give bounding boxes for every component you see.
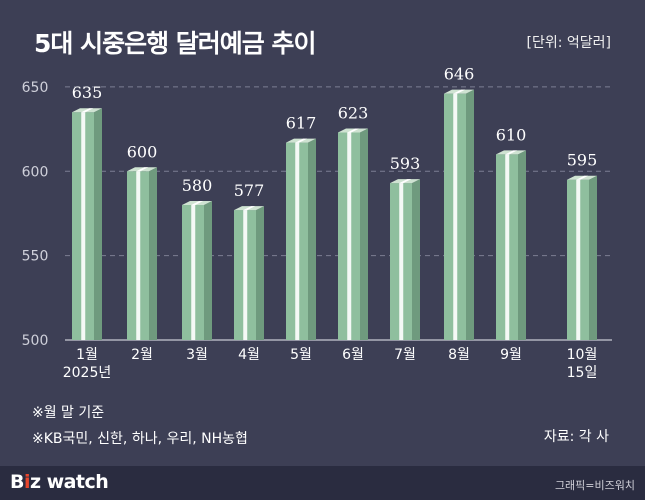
- bar-1: [127, 167, 157, 340]
- logo-letter-z: z: [30, 471, 41, 493]
- unit-label: [단위: 억달러]: [526, 35, 612, 51]
- logo-letter-b: B: [10, 471, 24, 493]
- bar-8: [496, 150, 526, 340]
- x-tick-label: 2025년: [63, 365, 112, 381]
- x-tick-label: 2월: [131, 347, 153, 363]
- x-tick-label: 3월: [186, 347, 208, 363]
- value-label: 593: [390, 154, 421, 173]
- y-tick-label: 500: [22, 333, 49, 349]
- chart-title: 5대 시중은행 달러예금 추이: [34, 29, 317, 58]
- bar-3: [234, 206, 264, 340]
- x-tick-label: 9월: [500, 347, 522, 363]
- bizwatch-logo: Biz watch: [10, 471, 109, 493]
- notes: ※월 말 기준 ※KB국민, 신한, 하나, 우리, NH농협: [32, 400, 248, 452]
- value-label: 580: [182, 176, 213, 195]
- x-tick-label: 10월: [567, 347, 598, 363]
- value-label: 577: [234, 181, 265, 200]
- bar-9: [567, 175, 597, 340]
- x-tick-label: 8월: [448, 347, 470, 363]
- value-label: 600: [127, 142, 158, 161]
- source-label: 자료: 각 사: [543, 429, 609, 445]
- logo-letter-i: i: [23, 471, 31, 493]
- footer-bar: Biz watch 그래픽=비즈워치: [0, 466, 645, 500]
- value-label: 623: [338, 103, 369, 122]
- y-tick-label: 650: [22, 80, 49, 96]
- x-tick-label: 1월: [76, 347, 98, 363]
- bar-6: [390, 179, 420, 340]
- graphic-credit: 그래픽=비즈워치: [554, 479, 635, 492]
- value-label: 617: [286, 114, 317, 133]
- bar-0: [72, 108, 102, 340]
- value-label: 635: [72, 83, 103, 102]
- x-tick-label: 6월: [342, 347, 364, 363]
- note-banks: ※KB국민, 신한, 하나, 우리, NH농협: [32, 431, 248, 447]
- bar-7: [444, 89, 474, 340]
- y-tick-label: 600: [22, 164, 49, 180]
- bar-2: [182, 201, 212, 340]
- value-label: 595: [567, 151, 598, 170]
- x-tick-label: 15일: [567, 365, 598, 381]
- logo-watch: watch: [46, 471, 109, 493]
- y-tick-label: 550: [22, 249, 49, 265]
- value-label: 610: [496, 125, 527, 144]
- value-label: 646: [444, 65, 475, 84]
- note-month-end: ※월 말 기준: [32, 405, 105, 421]
- bar-5: [338, 128, 368, 340]
- x-tick-label: 7월: [394, 347, 416, 363]
- bar-chart: 500 550 600 650 635 1월 2025년 600 2월 580 3월 577 4월 617…: [22, 65, 612, 381]
- x-tick-label: 4월: [238, 347, 260, 363]
- bar-4: [286, 138, 316, 340]
- x-tick-label: 5월: [290, 347, 312, 363]
